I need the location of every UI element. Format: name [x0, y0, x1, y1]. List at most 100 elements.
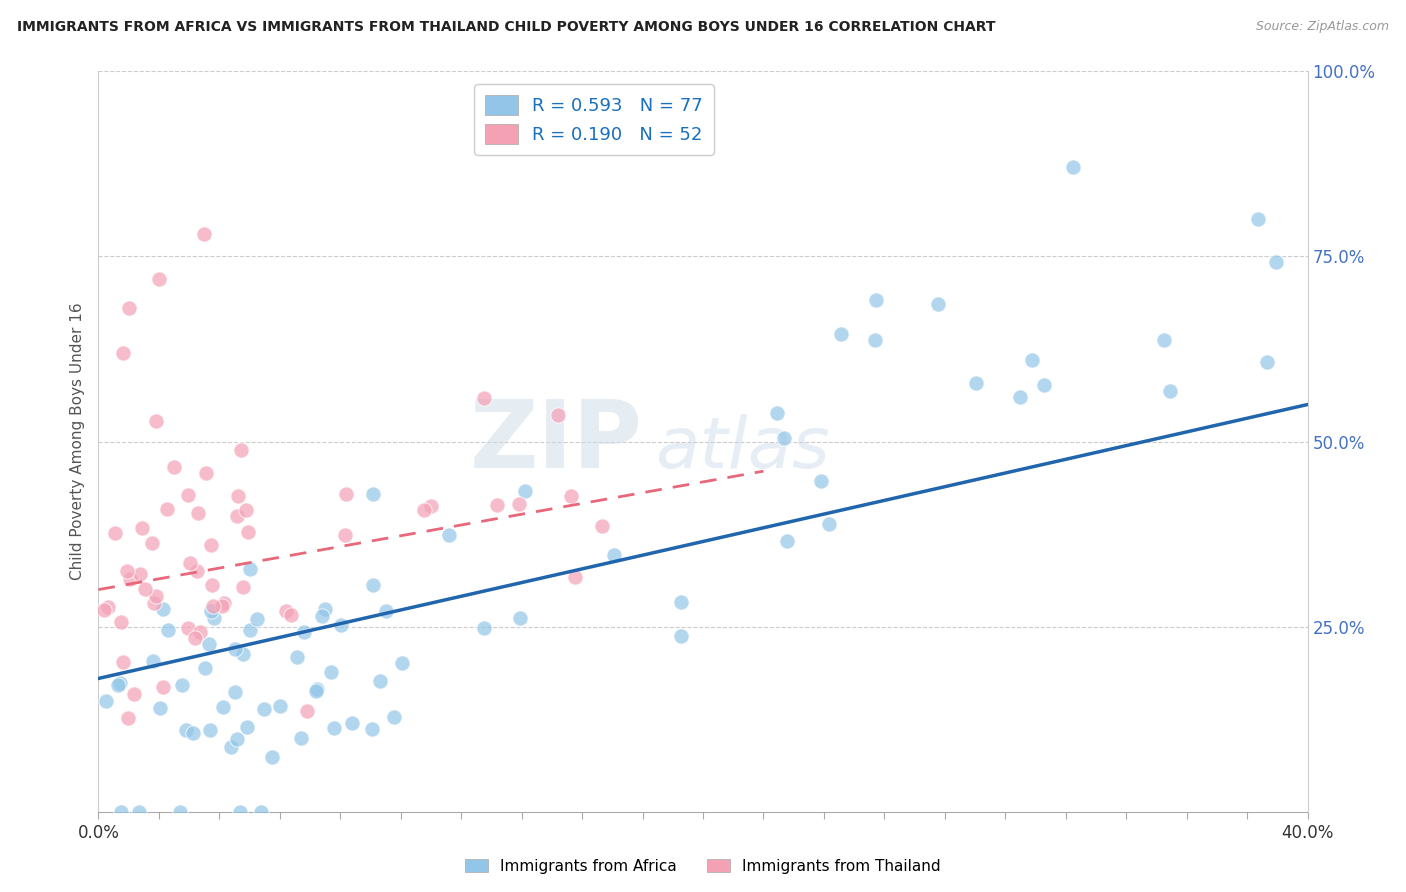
- Point: [143, 596, 166, 610]
- Point: [122, 687, 145, 701]
- Point: [340, 716, 363, 731]
- Point: [513, 484, 536, 499]
- Point: [323, 722, 346, 736]
- Point: [212, 700, 235, 714]
- Point: [152, 602, 174, 616]
- Point: [772, 431, 794, 445]
- Point: [361, 722, 384, 736]
- Point: [118, 572, 141, 586]
- Point: [236, 524, 259, 539]
- Point: [115, 564, 138, 578]
- Point: [564, 570, 586, 584]
- Point: [292, 625, 315, 640]
- Point: [111, 655, 134, 669]
- Point: [179, 556, 201, 570]
- Text: IMMIGRANTS FROM AFRICA VS IMMIGRANTS FROM THAILAND CHILD POVERTY AMONG BOYS UNDE: IMMIGRANTS FROM AFRICA VS IMMIGRANTS FRO…: [17, 20, 995, 34]
- Point: [202, 599, 225, 613]
- Point: [437, 528, 460, 542]
- Point: [148, 271, 170, 285]
- Point: [193, 227, 215, 242]
- Point: [766, 406, 789, 420]
- Point: [226, 509, 249, 524]
- Point: [229, 805, 252, 819]
- Point: [508, 497, 530, 511]
- Point: [295, 704, 318, 718]
- Point: [239, 623, 262, 637]
- Point: [361, 486, 384, 500]
- Point: [1247, 211, 1270, 226]
- Y-axis label: Child Poverty Among Boys Under 16: Child Poverty Among Boys Under 16: [70, 302, 86, 581]
- Point: [238, 562, 260, 576]
- Point: [1256, 355, 1278, 369]
- Point: [224, 642, 246, 657]
- Point: [236, 720, 259, 734]
- Point: [195, 467, 218, 481]
- Point: [224, 685, 246, 699]
- Point: [311, 608, 333, 623]
- Point: [1021, 352, 1043, 367]
- Point: [1159, 384, 1181, 398]
- Point: [226, 731, 249, 746]
- Point: [141, 536, 163, 550]
- Point: [485, 498, 508, 512]
- Point: [110, 615, 132, 630]
- Point: [319, 665, 342, 679]
- Point: [211, 599, 233, 613]
- Point: [103, 526, 125, 541]
- Point: [560, 489, 582, 503]
- Point: [420, 499, 443, 513]
- Point: [307, 681, 329, 696]
- Point: [776, 534, 799, 549]
- Point: [368, 673, 391, 688]
- Point: [145, 414, 167, 428]
- Point: [232, 581, 254, 595]
- Point: [335, 486, 357, 500]
- Point: [603, 548, 626, 562]
- Text: atlas: atlas: [655, 415, 830, 483]
- Point: [202, 610, 225, 624]
- Point: [260, 749, 283, 764]
- Point: [253, 702, 276, 716]
- Point: [177, 488, 200, 502]
- Point: [669, 629, 692, 643]
- Point: [110, 805, 132, 819]
- Point: [391, 657, 413, 671]
- Point: [219, 739, 242, 754]
- Point: [285, 650, 308, 665]
- Point: [131, 521, 153, 535]
- Point: [117, 711, 139, 725]
- Text: Source: ZipAtlas.com: Source: ZipAtlas.com: [1256, 20, 1389, 33]
- Point: [152, 680, 174, 694]
- Point: [810, 475, 832, 489]
- Point: [163, 459, 186, 474]
- Point: [107, 678, 129, 692]
- Point: [927, 296, 949, 310]
- Point: [212, 596, 235, 610]
- Point: [865, 293, 887, 308]
- Point: [149, 701, 172, 715]
- Point: [246, 612, 269, 626]
- Point: [170, 678, 193, 692]
- Point: [413, 503, 436, 517]
- Point: [134, 582, 156, 596]
- Legend: Immigrants from Africa, Immigrants from Thailand: Immigrants from Africa, Immigrants from …: [458, 853, 948, 880]
- Point: [363, 578, 385, 592]
- Point: [274, 604, 297, 618]
- Point: [155, 502, 177, 516]
- Point: [183, 726, 205, 740]
- Point: [198, 637, 221, 651]
- Point: [374, 604, 396, 618]
- Point: [830, 326, 852, 341]
- Point: [169, 805, 191, 819]
- Point: [474, 621, 496, 635]
- Point: [129, 566, 152, 581]
- Point: [333, 528, 356, 542]
- Point: [231, 443, 253, 458]
- Point: [108, 676, 131, 690]
- Point: [1008, 390, 1031, 404]
- Point: [111, 345, 134, 359]
- Point: [226, 489, 249, 503]
- Point: [863, 334, 886, 348]
- Point: [186, 564, 208, 578]
- Point: [188, 625, 211, 640]
